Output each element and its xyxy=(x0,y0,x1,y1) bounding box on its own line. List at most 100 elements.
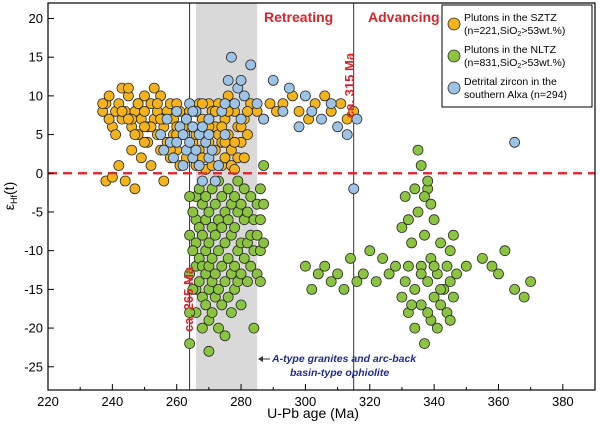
data-point xyxy=(258,113,270,125)
data-point xyxy=(412,206,424,218)
data-point xyxy=(97,98,109,109)
data-point xyxy=(238,252,250,264)
data-point xyxy=(332,268,344,280)
legend-marker-szTZ xyxy=(447,17,461,31)
data-point xyxy=(351,276,363,288)
data-point xyxy=(196,322,208,334)
data-point xyxy=(402,214,414,226)
y-tick-label: 15 xyxy=(29,50,43,65)
data-point xyxy=(206,252,218,264)
x-tick-label: 220 xyxy=(37,394,59,409)
legend-label-nlTZ: Plutons in the NLTZ xyxy=(464,44,557,56)
data-point xyxy=(364,245,376,257)
y-tick-label: 0 xyxy=(36,166,43,181)
data-point xyxy=(341,129,353,141)
data-point xyxy=(254,276,266,288)
data-point xyxy=(235,299,247,311)
y-tick-label: 5 xyxy=(36,127,43,142)
x-tick-label: 360 xyxy=(488,394,510,409)
y-axis-label-sub: Hf xyxy=(9,194,19,203)
data-point xyxy=(225,307,237,319)
data-point xyxy=(103,113,115,125)
data-point xyxy=(412,144,424,156)
data-point xyxy=(293,121,305,133)
data-point xyxy=(232,175,244,187)
data-point xyxy=(399,191,411,202)
data-point xyxy=(238,183,250,195)
data-point xyxy=(139,106,150,117)
legend-marker-nlTZ xyxy=(447,49,461,63)
data-point xyxy=(451,268,463,280)
data-point xyxy=(306,106,318,117)
data-point xyxy=(402,260,414,272)
data-point xyxy=(222,252,234,264)
data-point xyxy=(435,237,447,249)
data-point xyxy=(509,136,520,148)
data-point xyxy=(203,345,215,357)
phase-label-advancing: Advancing xyxy=(368,9,440,25)
data-point xyxy=(242,129,253,141)
x-tick-label: 300 xyxy=(295,394,317,409)
data-point xyxy=(196,98,208,109)
data-point xyxy=(219,237,231,249)
data-point xyxy=(316,113,327,125)
data-point xyxy=(325,98,337,109)
data-point xyxy=(428,291,440,303)
data-point xyxy=(409,322,421,334)
legend-box xyxy=(441,4,593,108)
data-point xyxy=(180,113,192,125)
data-point xyxy=(129,129,141,141)
data-point xyxy=(155,129,167,141)
data-point xyxy=(187,106,199,117)
data-point xyxy=(119,175,131,187)
data-point xyxy=(235,113,247,125)
data-point xyxy=(435,299,447,311)
data-point xyxy=(428,260,440,272)
data-point xyxy=(264,98,276,109)
data-point xyxy=(132,98,144,109)
data-point xyxy=(177,160,189,171)
data-point xyxy=(235,268,247,280)
data-point xyxy=(431,322,443,334)
data-point xyxy=(203,237,215,249)
data-point xyxy=(332,121,344,133)
data-point xyxy=(390,260,401,272)
data-point xyxy=(113,160,125,171)
data-point xyxy=(219,129,231,141)
data-point xyxy=(116,106,128,117)
data-point xyxy=(441,260,453,272)
data-point xyxy=(222,75,234,86)
legend-sublabel-szTZ: (n=221,SiO2>53wt.%) xyxy=(464,25,565,38)
y-tick-label: -5 xyxy=(31,204,43,219)
data-point xyxy=(444,245,456,257)
y-axis-label-epsilon: ε xyxy=(1,204,17,210)
vline-label-265: ca. 265 Ma xyxy=(181,266,196,332)
data-point xyxy=(435,283,447,295)
data-point xyxy=(251,98,263,109)
series-2 xyxy=(155,51,520,195)
data-point xyxy=(419,229,430,241)
legend: Plutons in the SZTZ(n=221,SiO2>53wt.%) Pl… xyxy=(441,4,593,108)
data-point xyxy=(184,307,196,319)
data-point xyxy=(258,198,270,210)
y-tick-label: -20 xyxy=(24,321,43,336)
data-point xyxy=(312,268,324,280)
data-point xyxy=(229,98,241,109)
data-point xyxy=(216,299,228,311)
data-point xyxy=(406,237,418,249)
data-point xyxy=(444,276,456,288)
data-point xyxy=(177,129,189,141)
phase-label-retreating: Retreating xyxy=(264,9,333,25)
axes-frame xyxy=(47,2,596,391)
data-point xyxy=(209,268,221,280)
data-point xyxy=(415,160,427,171)
data-point xyxy=(447,291,459,303)
data-point xyxy=(206,307,218,319)
data-point xyxy=(409,283,421,295)
x-tick-label: 340 xyxy=(423,394,445,409)
data-point xyxy=(306,283,318,295)
data-point xyxy=(242,206,253,218)
data-point xyxy=(196,229,208,241)
data-point xyxy=(187,245,199,257)
